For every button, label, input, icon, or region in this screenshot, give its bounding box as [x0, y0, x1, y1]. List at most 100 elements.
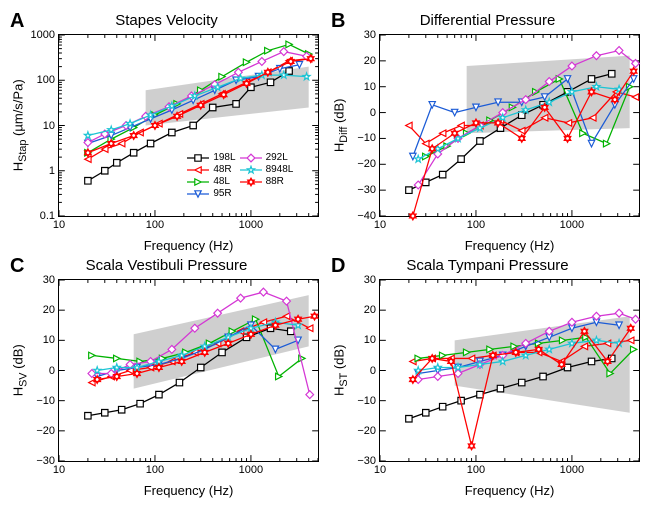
- y-tick-label: −20: [36, 425, 59, 437]
- series-marker: [588, 76, 594, 83]
- y-tick-label: −30: [357, 455, 380, 467]
- series-marker: [260, 288, 268, 296]
- y-axis-label: HST (dB): [333, 279, 349, 462]
- legend: 198L292L48R8948L48L88R95R: [183, 151, 297, 201]
- series-marker: [108, 126, 115, 133]
- series-marker: [434, 364, 441, 371]
- series-marker: [169, 129, 175, 136]
- series-marker: [423, 409, 429, 416]
- x-tick-label: 1000: [239, 461, 263, 476]
- series-marker: [603, 140, 609, 147]
- y-tick-label: 0.1: [40, 210, 59, 222]
- series-marker: [439, 352, 445, 359]
- series-marker: [156, 391, 162, 398]
- series-marker: [287, 58, 294, 66]
- x-tick-label: 1000: [560, 461, 584, 476]
- y-tick-label: 100: [37, 74, 59, 86]
- series-marker: [114, 355, 120, 362]
- series-marker: [311, 312, 318, 320]
- series-marker: [588, 140, 594, 147]
- legend-item-88R: 88R: [264, 176, 296, 188]
- plot-area: 101001000−30−20−100102030: [379, 279, 640, 462]
- series-marker: [114, 160, 120, 167]
- series-marker: [632, 315, 640, 323]
- legend-item-48R: 48R: [211, 164, 237, 176]
- series-marker: [497, 385, 503, 392]
- series-marker: [540, 373, 546, 380]
- y-tick-label: −30: [357, 184, 380, 196]
- y-tick-label: 10: [364, 334, 380, 346]
- series-marker: [85, 178, 91, 185]
- panel-B: BDifferential PressureHDiff (dB)Frequenc…: [327, 10, 648, 255]
- x-tick-label: 1000: [239, 216, 263, 231]
- y-tick-label: 10: [43, 334, 59, 346]
- y-axis-label: HSV (dB): [12, 279, 28, 462]
- legend-item-198L: 198L: [211, 152, 237, 164]
- y-tick-label: 0: [49, 365, 59, 377]
- y-tick-label: −10: [357, 395, 380, 407]
- x-axis-label: Frequency (Hz): [379, 483, 640, 498]
- series-marker: [258, 58, 266, 66]
- y-tick-label: −20: [357, 158, 380, 170]
- series-marker: [176, 379, 182, 386]
- x-axis-label: Frequency (Hz): [58, 238, 319, 253]
- panel-title: Scala Vestibuli Pressure: [6, 257, 327, 274]
- series-marker: [588, 358, 594, 365]
- series-marker: [434, 373, 442, 381]
- y-tick-label: 30: [364, 274, 380, 286]
- series-marker: [286, 68, 292, 75]
- series-marker: [632, 94, 638, 101]
- series-marker: [243, 59, 249, 66]
- x-axis-label: Frequency (Hz): [379, 238, 640, 253]
- series-marker: [406, 122, 412, 129]
- series-marker: [219, 349, 225, 356]
- x-axis-label: Frequency (Hz): [58, 483, 319, 498]
- plot-svg: [380, 35, 639, 216]
- y-tick-label: 10: [43, 120, 59, 132]
- series-marker: [137, 400, 143, 407]
- series-marker: [130, 149, 136, 156]
- series-marker: [210, 104, 216, 111]
- legend-item-48L: 48L: [211, 176, 237, 188]
- series-marker: [439, 130, 445, 137]
- series-marker: [198, 364, 204, 371]
- series-marker: [458, 122, 464, 129]
- y-tick-label: 20: [364, 55, 380, 67]
- series-marker: [580, 130, 586, 137]
- series-marker: [451, 109, 457, 116]
- series-marker: [429, 145, 436, 153]
- y-tick-label: −30: [36, 455, 59, 467]
- series-marker: [89, 352, 95, 359]
- plot-svg: [59, 280, 318, 461]
- plot-area: 1010010000.11101001000198L292L48R8948L48…: [58, 34, 319, 217]
- panel-title: Stapes Velocity: [6, 12, 327, 29]
- legend-item-95R: 95R: [211, 188, 237, 200]
- series-marker: [477, 391, 483, 398]
- y-tick-label: 0: [370, 107, 380, 119]
- x-tick-label: 100: [146, 461, 164, 476]
- x-tick-label: 1000: [560, 216, 584, 231]
- series-marker: [84, 132, 91, 139]
- figure: AStapes VelocityHStap (µm/s/Pa)Frequency…: [0, 0, 654, 506]
- series-marker: [190, 122, 196, 129]
- x-tick-label: 100: [146, 216, 164, 231]
- series-marker: [127, 120, 134, 127]
- series-marker: [296, 61, 302, 68]
- x-tick-label: 100: [467, 461, 485, 476]
- y-axis-label: HDiff (dB): [333, 34, 349, 217]
- series-marker: [102, 409, 108, 416]
- legend-item-8948L: 8948L: [264, 164, 296, 176]
- y-tick-label: 10: [364, 81, 380, 93]
- panel-D: DScala Tympani PressureHST (dB)Frequency…: [327, 255, 648, 500]
- plot-svg: [380, 280, 639, 461]
- y-axis-label: HStap (µm/s/Pa): [12, 34, 28, 217]
- series-marker: [519, 379, 525, 386]
- series-marker: [102, 167, 108, 174]
- series-marker: [406, 416, 412, 423]
- series-marker: [267, 79, 273, 86]
- y-tick-label: 20: [43, 304, 59, 316]
- series-marker: [233, 101, 239, 108]
- y-tick-label: −10: [357, 132, 380, 144]
- series-marker: [306, 391, 314, 399]
- y-tick-label: 0: [370, 365, 380, 377]
